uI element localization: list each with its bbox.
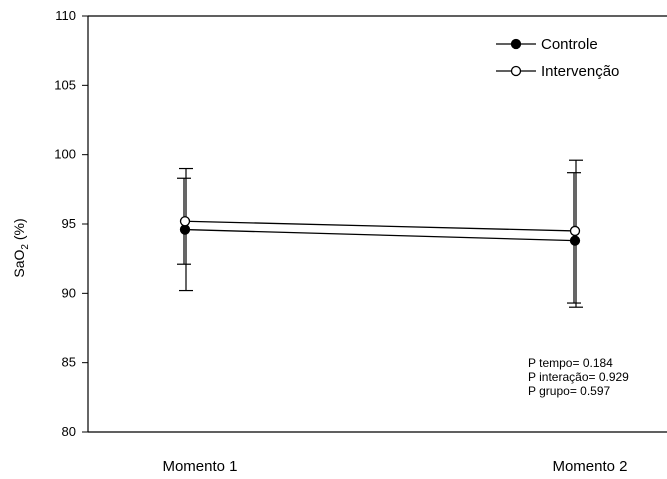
data-points xyxy=(179,216,581,246)
p-value-annotation: P interação= 0.929 xyxy=(528,370,629,384)
axes: 80 85 90 95 100 105 110 Momento 1 Momento 2 xyxy=(54,8,667,475)
x-category-label: Momento 1 xyxy=(162,458,237,475)
legend-label: Intervenção xyxy=(541,63,619,80)
legend-marker-open xyxy=(510,65,522,77)
y-tick-label: 100 xyxy=(54,147,76,162)
y-axis-label-main: SaO xyxy=(11,250,27,278)
y-tick-label: 105 xyxy=(54,77,76,92)
legend-marker-filled xyxy=(510,38,522,50)
series-line-interveno xyxy=(184,220,576,232)
series-line-controle xyxy=(184,228,576,242)
error-bars xyxy=(177,159,583,308)
data-point-open xyxy=(179,216,191,227)
y-tick-label: 80 xyxy=(62,424,76,439)
legend-label: Controle xyxy=(541,36,598,53)
y-axis-label-unit: (%) xyxy=(11,218,27,244)
data-point-filled xyxy=(179,224,191,235)
y-axis-label-subscript: 2 xyxy=(20,244,31,250)
data-point-open xyxy=(569,225,581,237)
data-point-filled xyxy=(569,235,581,246)
y-tick-label: 85 xyxy=(62,355,76,370)
p-value-annotation: P grupo= 0.597 xyxy=(528,384,611,398)
p-value-annotation: P tempo= 0.184 xyxy=(528,356,613,370)
y-tick-label: 90 xyxy=(62,285,76,300)
legend: Controle Intervenção xyxy=(496,36,619,80)
y-tick-label: 95 xyxy=(62,216,76,231)
y-axis-label: SaO2 (%) xyxy=(11,218,31,277)
x-category-label: Momento 2 xyxy=(552,458,627,475)
y-tick-label: 110 xyxy=(55,8,76,23)
series-lines xyxy=(184,220,576,242)
